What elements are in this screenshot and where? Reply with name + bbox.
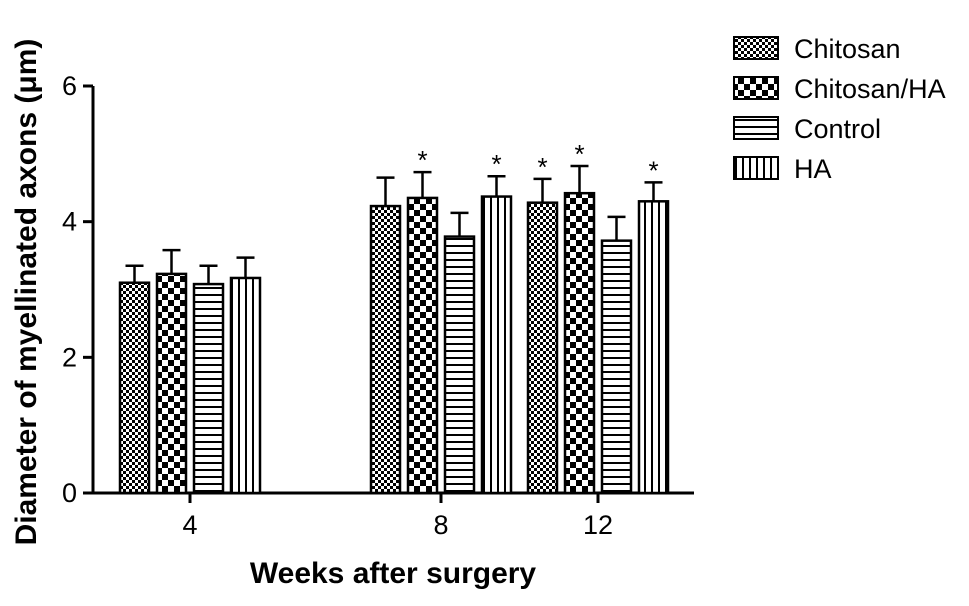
legend-swatch	[733, 156, 779, 180]
legend-label: Chitosan	[794, 34, 901, 64]
x-tick-label: 12	[583, 510, 613, 540]
significance-marker: *	[491, 149, 501, 179]
legend-swatch	[733, 76, 779, 100]
legend-label: HA	[794, 154, 832, 184]
bar	[192, 282, 225, 495]
bar	[480, 195, 513, 495]
x-tick-label: 4	[182, 510, 197, 540]
bar	[369, 204, 402, 495]
significance-marker: *	[648, 155, 658, 185]
legend-label: Control	[794, 114, 881, 144]
legend: Chitosan Chitosan/HA Control HA	[733, 34, 946, 184]
bar	[563, 191, 596, 495]
y-tick-label: 6	[62, 71, 77, 101]
y-axis-title: Diameter of myellinated axons (μm)	[10, 39, 43, 546]
legend-swatch	[733, 36, 779, 60]
bar	[637, 200, 670, 495]
bar	[118, 281, 151, 495]
x-axis-title: Weeks after surgery	[250, 557, 537, 590]
bar	[526, 201, 559, 495]
significance-marker: *	[417, 145, 427, 175]
significance-marker: *	[574, 139, 584, 169]
significance-marker: *	[537, 152, 547, 182]
plot-area: 0 2 4 6 4 8 12 * * * * *	[62, 71, 694, 540]
bar	[406, 196, 439, 495]
y-tick-label: 0	[62, 478, 77, 508]
x-tick-label: 8	[433, 510, 448, 540]
y-tick-label: 2	[62, 342, 77, 372]
bar	[229, 276, 262, 495]
legend-label: Chitosan/HA	[794, 74, 946, 104]
bar	[155, 272, 188, 495]
y-tick-label: 4	[62, 207, 77, 237]
bar	[600, 239, 633, 495]
legend-swatch	[733, 116, 779, 140]
bar	[443, 235, 476, 495]
